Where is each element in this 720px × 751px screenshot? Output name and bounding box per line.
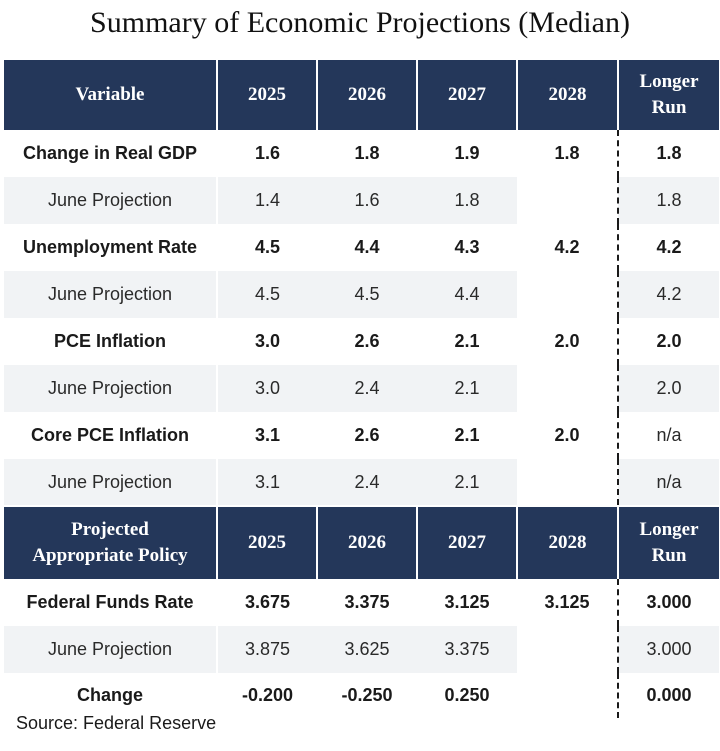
table-row: Unemployment Rate 4.5 4.4 4.3 4.2 4.2 bbox=[4, 224, 719, 271]
table-cell: 1.8 bbox=[417, 177, 517, 224]
table-cell: 3.125 bbox=[417, 579, 517, 626]
table-cell: 4.3 bbox=[417, 224, 517, 271]
table-cell bbox=[517, 271, 618, 318]
table-cell bbox=[517, 177, 618, 224]
table-cell: 2.0 bbox=[617, 318, 719, 365]
table-cell: 4.5 bbox=[217, 224, 317, 271]
table-cell: 1.6 bbox=[217, 130, 317, 177]
header-year-2025: 2025 bbox=[217, 60, 318, 130]
table-cell: 3.675 bbox=[217, 579, 317, 626]
table-cell: 2.0 bbox=[517, 318, 618, 365]
table-cell: 2.1 bbox=[417, 412, 517, 459]
table-cell: 3.375 bbox=[317, 579, 417, 626]
table-row: PCE Inflation 3.0 2.6 2.1 2.0 2.0 bbox=[4, 318, 719, 365]
table-cell: 4.2 bbox=[617, 224, 719, 271]
table-cell: 3.875 bbox=[217, 626, 317, 673]
table-cell: 4.5 bbox=[317, 271, 417, 318]
header-year-2027: 2027 bbox=[417, 60, 518, 130]
header-variable: Variable bbox=[4, 60, 218, 130]
table-cell: 3.375 bbox=[417, 626, 517, 673]
table-cell: 3.0 bbox=[217, 365, 317, 412]
header-year-2027: 2027 bbox=[417, 506, 518, 579]
row-label: June Projection bbox=[4, 271, 218, 318]
table-cell: 1.8 bbox=[617, 177, 719, 224]
table-row: Change -0.200 -0.250 0.250 0.000 bbox=[4, 673, 719, 718]
table-cell bbox=[517, 626, 618, 673]
row-label: Change in Real GDP bbox=[4, 130, 218, 177]
row-label: June Projection bbox=[4, 365, 218, 412]
table-cell bbox=[517, 365, 618, 412]
table-row: Federal Funds Rate 3.675 3.375 3.125 3.1… bbox=[4, 579, 719, 626]
table-cell: -0.200 bbox=[217, 673, 317, 718]
table-cell: n/a bbox=[617, 459, 719, 506]
table-cell: 3.625 bbox=[317, 626, 417, 673]
projections-table: Variable 2025 2026 2027 2028 Longer Run … bbox=[4, 60, 719, 718]
table-cell: 1.4 bbox=[217, 177, 317, 224]
table-cell: 2.4 bbox=[317, 459, 417, 506]
table-cell: 1.9 bbox=[417, 130, 517, 177]
table-row: Change in Real GDP 1.6 1.8 1.9 1.8 1.8 bbox=[4, 130, 719, 177]
table-cell: 3.1 bbox=[217, 459, 317, 506]
table-row: June Projection 3.0 2.4 2.1 2.0 bbox=[4, 365, 719, 412]
table-cell: 3.125 bbox=[517, 579, 618, 626]
table-cell: 0.250 bbox=[417, 673, 517, 718]
table-header-row: Variable 2025 2026 2027 2028 Longer Run bbox=[4, 60, 719, 130]
row-label: June Projection bbox=[4, 626, 218, 673]
table-cell: 3.0 bbox=[217, 318, 317, 365]
table-cell: 3.1 bbox=[217, 412, 317, 459]
table-cell: 4.4 bbox=[317, 224, 417, 271]
header-year-2026: 2026 bbox=[317, 506, 418, 579]
row-label: June Projection bbox=[4, 177, 218, 224]
table-cell bbox=[517, 673, 618, 718]
header-year-2026: 2026 bbox=[317, 60, 418, 130]
header-year-2028: 2028 bbox=[517, 506, 619, 579]
row-label: June Projection bbox=[4, 459, 218, 506]
row-label: Change bbox=[4, 673, 218, 718]
header-longer-run: Longer Run bbox=[618, 506, 719, 579]
table-cell: -0.250 bbox=[317, 673, 417, 718]
header-projected-policy: Projected Appropriate Policy bbox=[4, 506, 218, 579]
table-cell bbox=[517, 459, 618, 506]
policy-header-row: Projected Appropriate Policy 2025 2026 2… bbox=[4, 506, 719, 579]
table-cell: 2.0 bbox=[517, 412, 618, 459]
table-cell: 3.000 bbox=[617, 626, 719, 673]
source-note: Source: Federal Reserve bbox=[16, 713, 217, 733]
table-cell: 2.1 bbox=[417, 318, 517, 365]
table-cell: n/a bbox=[617, 412, 719, 459]
table-cell: 3.000 bbox=[617, 579, 719, 626]
header-year-2025: 2025 bbox=[217, 506, 318, 579]
table-row: Core PCE Inflation 3.1 2.6 2.1 2.0 n/a bbox=[4, 412, 719, 459]
row-label: Federal Funds Rate bbox=[4, 579, 218, 626]
table-cell: 4.5 bbox=[217, 271, 317, 318]
table-cell: 4.4 bbox=[417, 271, 517, 318]
table-cell: 1.8 bbox=[317, 130, 417, 177]
table-row: June Projection 4.5 4.5 4.4 4.2 bbox=[4, 271, 719, 318]
row-label: PCE Inflation bbox=[4, 318, 218, 365]
table-cell: 2.4 bbox=[317, 365, 417, 412]
header-year-2028: 2028 bbox=[517, 60, 619, 130]
table-cell: 2.1 bbox=[417, 365, 517, 412]
table-row: June Projection 3.1 2.4 2.1 n/a bbox=[4, 459, 719, 506]
table-row: June Projection 1.4 1.6 1.8 1.8 bbox=[4, 177, 719, 224]
header-longer-run: Longer Run bbox=[618, 60, 719, 130]
table-cell: 1.6 bbox=[317, 177, 417, 224]
table-cell: 4.2 bbox=[517, 224, 618, 271]
row-label: Unemployment Rate bbox=[4, 224, 218, 271]
table-cell: 4.2 bbox=[617, 271, 719, 318]
table-cell: 0.000 bbox=[617, 673, 719, 718]
table-cell: 2.0 bbox=[617, 365, 719, 412]
table-cell: 2.1 bbox=[417, 459, 517, 506]
table-cell: 1.8 bbox=[517, 130, 618, 177]
page-title: Summary of Economic Projections (Median) bbox=[90, 6, 630, 39]
row-label: Core PCE Inflation bbox=[4, 412, 218, 459]
table-cell: 2.6 bbox=[317, 318, 417, 365]
table-cell: 1.8 bbox=[617, 130, 719, 177]
table-row: June Projection 3.875 3.625 3.375 3.000 bbox=[4, 626, 719, 673]
table-cell: 2.6 bbox=[317, 412, 417, 459]
